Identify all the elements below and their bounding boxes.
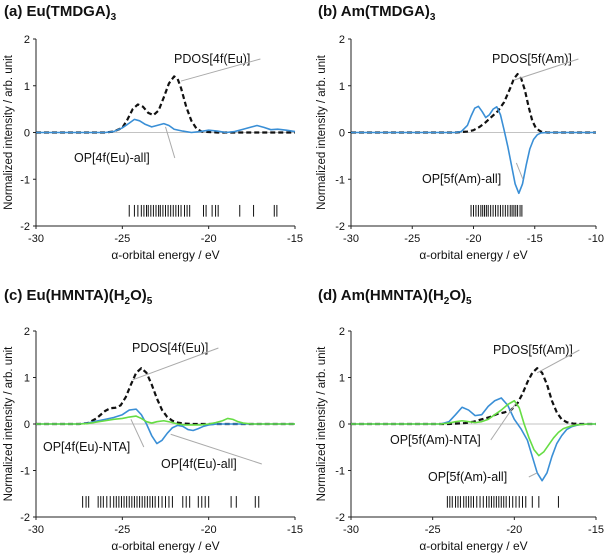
series-line-pdos-4f-eu- [36,367,295,426]
panel-a: (a) Eu(TMDGA)3 2 1 0 -1 -2-30 -25 -20 -15 α-orbi… [3,3,303,262]
annotation-label: PDOS[5f(Am)] [492,52,572,66]
x-tick-label: -30 [28,524,44,536]
x-axis-label: α-orbital energy / eV [111,539,219,553]
panel-a-title: (a) Eu(TMDGA)3 [4,3,117,23]
y-tick-label: -2 [335,221,345,233]
annotation-label: OP[4f(Eu)-all] [74,151,150,165]
plot-c: 2 1 0 -1 -2-30 -25 -20 -15 α-orbital energy / eV… [3,326,303,553]
y-tick-label: -2 [20,221,30,233]
x-tick-label: -20 [466,233,482,245]
x-axis-label: α-orbital energy / eV [419,539,527,553]
panel-c: (c) Eu(HMNTA)(H2O)5 2 1 0 -1 -2-30 -25 -20 -15 α… [3,287,303,553]
annotation-leader [165,126,176,159]
y-axis-label: Normalized intensity / arb. unit [316,54,328,209]
y-tick-label: 2 [24,34,30,46]
x-tick-label: -25 [425,524,441,536]
x-tick-label: -20 [506,524,522,536]
plot-b: 2 1 0 -1 -2-30 -25 -20 -15 -10 α-orbital energy /… [316,34,604,262]
y-tick-label: -1 [20,466,30,478]
y-tick-label: -1 [335,466,345,478]
x-tick-label: -30 [28,233,44,245]
series-line-op-5f-am-nta- [351,399,596,457]
x-tick-label: -10 [588,233,604,245]
series-line-op-4f-eu-all- [36,118,296,134]
annotation-leader [536,349,580,374]
x-tick-label: -15 [287,524,303,536]
y-tick-label: 1 [339,373,345,385]
x-tick-label: -15 [287,233,303,245]
y-tick-label: -1 [335,174,345,186]
y-tick-label: 1 [339,81,345,93]
annotation-label: PDOS[4f(Eu)] [174,52,250,66]
plot-d: 2 1 0 -1 -2-30 -25 -20 -15 α-orbital energy / eV… [316,326,604,553]
panel-c-title: (c) Eu(HMNTA)(H2O)5 [4,287,153,307]
y-tick-label: 0 [339,128,345,140]
x-tick-label: -15 [527,233,543,245]
panel-d-title: (d) Am(HMNTA)(H2O)5 [318,287,472,307]
annotation-label: PDOS[5f(Am)] [493,343,573,357]
annotation-leader [132,347,219,381]
annotation-leader [515,162,524,180]
x-tick-label: -20 [201,233,217,245]
y-axis-label: Normalized intensity / arb. unit [3,54,15,209]
series-line-pdos-5f-am- [351,72,596,134]
x-axis-label: α-orbital energy / eV [419,248,527,262]
y-tick-label: 0 [339,419,345,431]
x-tick-label: -15 [588,524,604,536]
series-line-pdos-5f-am- [351,367,596,426]
series-line-op-5f-am-all- [351,105,596,195]
annotation-leader [170,433,262,465]
x-tick-label: -30 [343,233,359,245]
y-tick-label: 2 [24,326,30,338]
annotation-leader [528,472,538,478]
x-axis-label: α-orbital energy / eV [111,248,219,262]
y-axis-label: Normalized intensity / arb. unit [3,346,15,501]
annotation-label: OP[5f(Am)-all] [428,470,507,484]
y-tick-label: -2 [335,512,345,524]
panel-b: (b) Am(TMDGA)3 2 1 0 -1 -2-30 -25 -20 -15 -10 α-o… [316,3,604,262]
x-tick-label: -25 [404,233,420,245]
series-line-op-5f-am-all- [351,397,596,482]
annotation-label: OP[5f(Am)-NTA] [390,433,481,447]
y-tick-label: 1 [24,81,30,93]
series-line-op-4f-eu-all- [36,408,295,445]
annotation-leader [130,419,145,448]
x-tick-label: -25 [114,524,130,536]
annotation-label: PDOS[4f(Eu)] [132,341,208,355]
annotation-leader [180,58,261,82]
y-tick-label: 0 [24,128,30,140]
annotation-label: OP[4f(Eu)-NTA] [43,440,130,454]
y-axis-label: Normalized intensity / arb. unit [316,346,328,501]
y-tick-label: 0 [24,419,30,431]
annotation-label: OP[5f(Am)-all] [422,172,501,186]
y-tick-label: 2 [339,326,345,338]
x-tick-label: -25 [114,233,130,245]
panel-b-title: (b) Am(TMDGA)3 [318,3,436,23]
x-tick-label: -30 [343,524,359,536]
annotation-leader [490,402,517,441]
y-tick-label: -1 [20,174,30,186]
y-tick-label: -2 [20,512,30,524]
series-line-op-4f-eu-nta- [36,415,295,426]
y-tick-label: 2 [339,34,345,46]
plot-a: 2 1 0 -1 -2-30 -25 -20 -15 α-orbital energy / eV… [3,34,303,262]
y-tick-label: 1 [24,373,30,385]
panel-d: (d) Am(HMNTA)(H2O)5 2 1 0 -1 -2-30 -25 -20 -15 α… [316,287,604,553]
annotation-leader [513,58,579,81]
annotation-label: OP[4f(Eu)-all] [161,457,237,471]
x-tick-label: -20 [201,524,217,536]
